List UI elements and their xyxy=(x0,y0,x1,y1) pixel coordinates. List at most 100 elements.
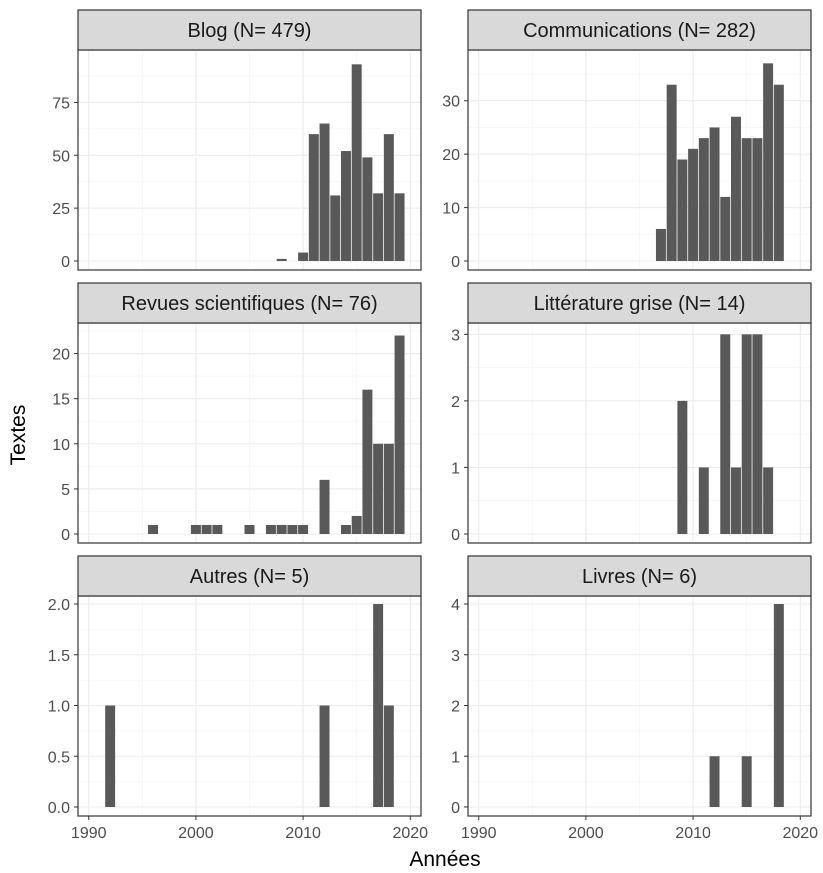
facet-strip-title: Revues scientifiques (N= 76) xyxy=(121,293,377,315)
bar-2009 xyxy=(677,400,688,534)
bar-2017 xyxy=(763,63,774,262)
y-tick-label: 0 xyxy=(61,254,70,271)
facet-strip-title: Livres (N= 6) xyxy=(582,566,697,588)
y-tick-label: 0 xyxy=(61,527,70,544)
x-tick-label: 1990 xyxy=(461,825,497,842)
y-tick-label: 1 xyxy=(451,460,460,477)
bar-2010 xyxy=(298,524,309,534)
bar-2010 xyxy=(688,148,699,261)
y-tick-label: 50 xyxy=(52,148,70,165)
y-tick-label: 0 xyxy=(451,800,460,817)
bar-2011 xyxy=(308,134,319,261)
bar-1992 xyxy=(105,705,116,807)
facet-panel-2: 0 10 20 30 Communications (N= 282) xyxy=(442,9,812,271)
bar-2016 xyxy=(752,138,763,261)
facet-strip xyxy=(467,555,812,597)
bar-2001 xyxy=(201,524,212,534)
facet-strip xyxy=(77,555,422,597)
x-tick-label: 2010 xyxy=(675,825,711,842)
bar-2002 xyxy=(212,524,223,534)
bar-2017 xyxy=(763,467,774,534)
facet-strip-title: Blog (N= 479) xyxy=(188,20,312,42)
facet-strip-title: Autres (N= 5) xyxy=(190,566,309,588)
bar-2010 xyxy=(298,252,309,261)
y-tick-label: 25 xyxy=(52,201,70,218)
facet-strip xyxy=(77,9,422,51)
bar-1996 xyxy=(148,524,159,534)
y-tick-label: 0 xyxy=(451,527,460,544)
facet-strip-title: Communications (N= 282) xyxy=(523,20,756,42)
y-tick-label: 2 xyxy=(451,394,460,411)
y-tick-label: 75 xyxy=(52,95,70,112)
facet-strip xyxy=(77,282,422,324)
facet-panel-6: 0 1 2 3 4 Livres (N= 6) 1990 2000 2010 2020 xyxy=(451,555,818,842)
bar-2007 xyxy=(265,524,276,534)
x-tick-label: 2010 xyxy=(285,825,321,842)
facet-panel-5: 0.0 0.5 1.0 1.5 2.0 Autres (N= 5) 1990 2000 2010… xyxy=(48,555,428,842)
bar-2013 xyxy=(330,195,341,261)
facet-panel-3: 0 5 10 15 20 Revues scientifiques (N= 76) xyxy=(52,282,422,544)
bar-2012 xyxy=(319,479,330,534)
bar-2018 xyxy=(383,705,394,807)
bar-2012 xyxy=(709,756,720,807)
bar-2017 xyxy=(373,604,384,807)
bar-2015 xyxy=(351,515,362,534)
bar-2008 xyxy=(666,84,677,261)
bar-2012 xyxy=(709,127,720,262)
y-tick-label: 2 xyxy=(451,699,460,716)
bar-2011 xyxy=(698,467,709,534)
bar-2013 xyxy=(720,196,731,261)
bar-2008 xyxy=(276,258,287,261)
bar-2000 xyxy=(190,524,201,534)
bar-2018 xyxy=(383,443,394,534)
x-tick-label: 2020 xyxy=(782,825,818,842)
bar-2015 xyxy=(741,138,752,261)
bar-2015 xyxy=(741,756,752,807)
x-tick-label: 1990 xyxy=(71,825,107,842)
bar-2009 xyxy=(677,159,688,261)
y-tick-label: 2.0 xyxy=(48,597,70,614)
bar-2016 xyxy=(362,389,373,534)
y-tick-label: 20 xyxy=(442,147,460,164)
bar-2017 xyxy=(373,443,384,534)
facet-panel-4: 0 1 2 3 Littérature grise (N= 14) xyxy=(451,282,812,544)
y-tick-label: 1.0 xyxy=(48,699,70,716)
y-tick-label: 4 xyxy=(451,597,460,614)
bar-2015 xyxy=(741,334,752,534)
y-tick-label: 0 xyxy=(451,254,460,271)
y-tick-label: 20 xyxy=(52,347,70,364)
bar-2005 xyxy=(244,524,255,534)
bar-2013 xyxy=(720,334,731,534)
bar-2018 xyxy=(773,84,784,261)
y-tick-label: 30 xyxy=(442,94,460,111)
y-tick-label: 0.0 xyxy=(48,800,70,817)
bar-2014 xyxy=(730,467,741,534)
bar-2018 xyxy=(383,134,394,261)
facet-strip xyxy=(467,9,812,51)
y-tick-label: 15 xyxy=(52,392,70,409)
y-tick-label: 10 xyxy=(442,201,460,218)
x-axis-title: Années xyxy=(409,848,480,871)
bar-2014 xyxy=(340,151,351,261)
y-tick-label: 0.5 xyxy=(48,749,70,766)
y-tick-label: 10 xyxy=(52,437,70,454)
x-tick-label: 2000 xyxy=(178,825,214,842)
y-tick-label: 3 xyxy=(451,327,460,344)
bar-2017 xyxy=(373,193,384,261)
y-tick-label: 3 xyxy=(451,648,460,665)
bar-2015 xyxy=(351,64,362,261)
bar-2019 xyxy=(394,335,405,534)
bar-2007 xyxy=(655,228,666,261)
facet-strip-title: Littérature grise (N= 14) xyxy=(534,293,746,315)
bar-2014 xyxy=(340,524,351,534)
y-tick-label: 5 xyxy=(61,482,70,499)
bar-2014 xyxy=(730,116,741,262)
y-axis-title: Textes xyxy=(7,405,30,466)
facet-strip xyxy=(467,282,812,324)
bar-2008 xyxy=(276,524,287,534)
y-tick-label: 1.5 xyxy=(48,648,70,665)
bar-2012 xyxy=(319,123,330,261)
